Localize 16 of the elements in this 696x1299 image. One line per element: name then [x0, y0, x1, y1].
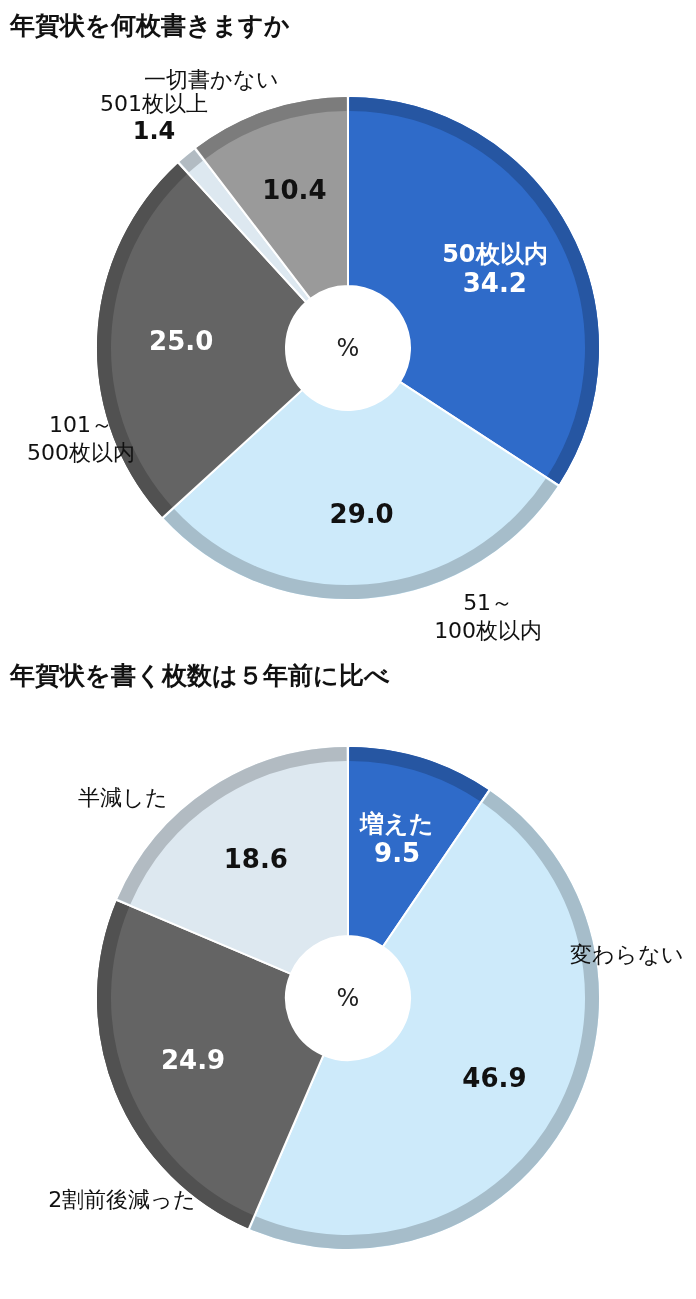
chart-title: 年賀状を何枚書きますか: [9, 11, 290, 40]
data-label: 10.4: [262, 174, 327, 205]
slice-label: 変わらない: [569, 941, 684, 967]
slice-label: 50枚以内: [442, 240, 548, 269]
slice-label: 51～ 100枚以内: [434, 589, 543, 643]
data-label: 29.0: [329, 499, 394, 530]
data-label: 1.4: [132, 116, 176, 145]
text: %: [336, 334, 360, 362]
data-label: 25.0: [149, 325, 214, 356]
data-label: 34.2: [462, 268, 527, 299]
slice-label: 半減した: [77, 784, 168, 810]
data-label: 24.9: [160, 1045, 226, 1076]
chart-title: 年賀状を書く枚数は５年前に比べ: [9, 661, 390, 690]
slice-label: 501枚以上: [100, 90, 209, 116]
slice-label: 一切書かない: [143, 66, 279, 92]
slice-label: 2割前後減った: [48, 1186, 197, 1212]
